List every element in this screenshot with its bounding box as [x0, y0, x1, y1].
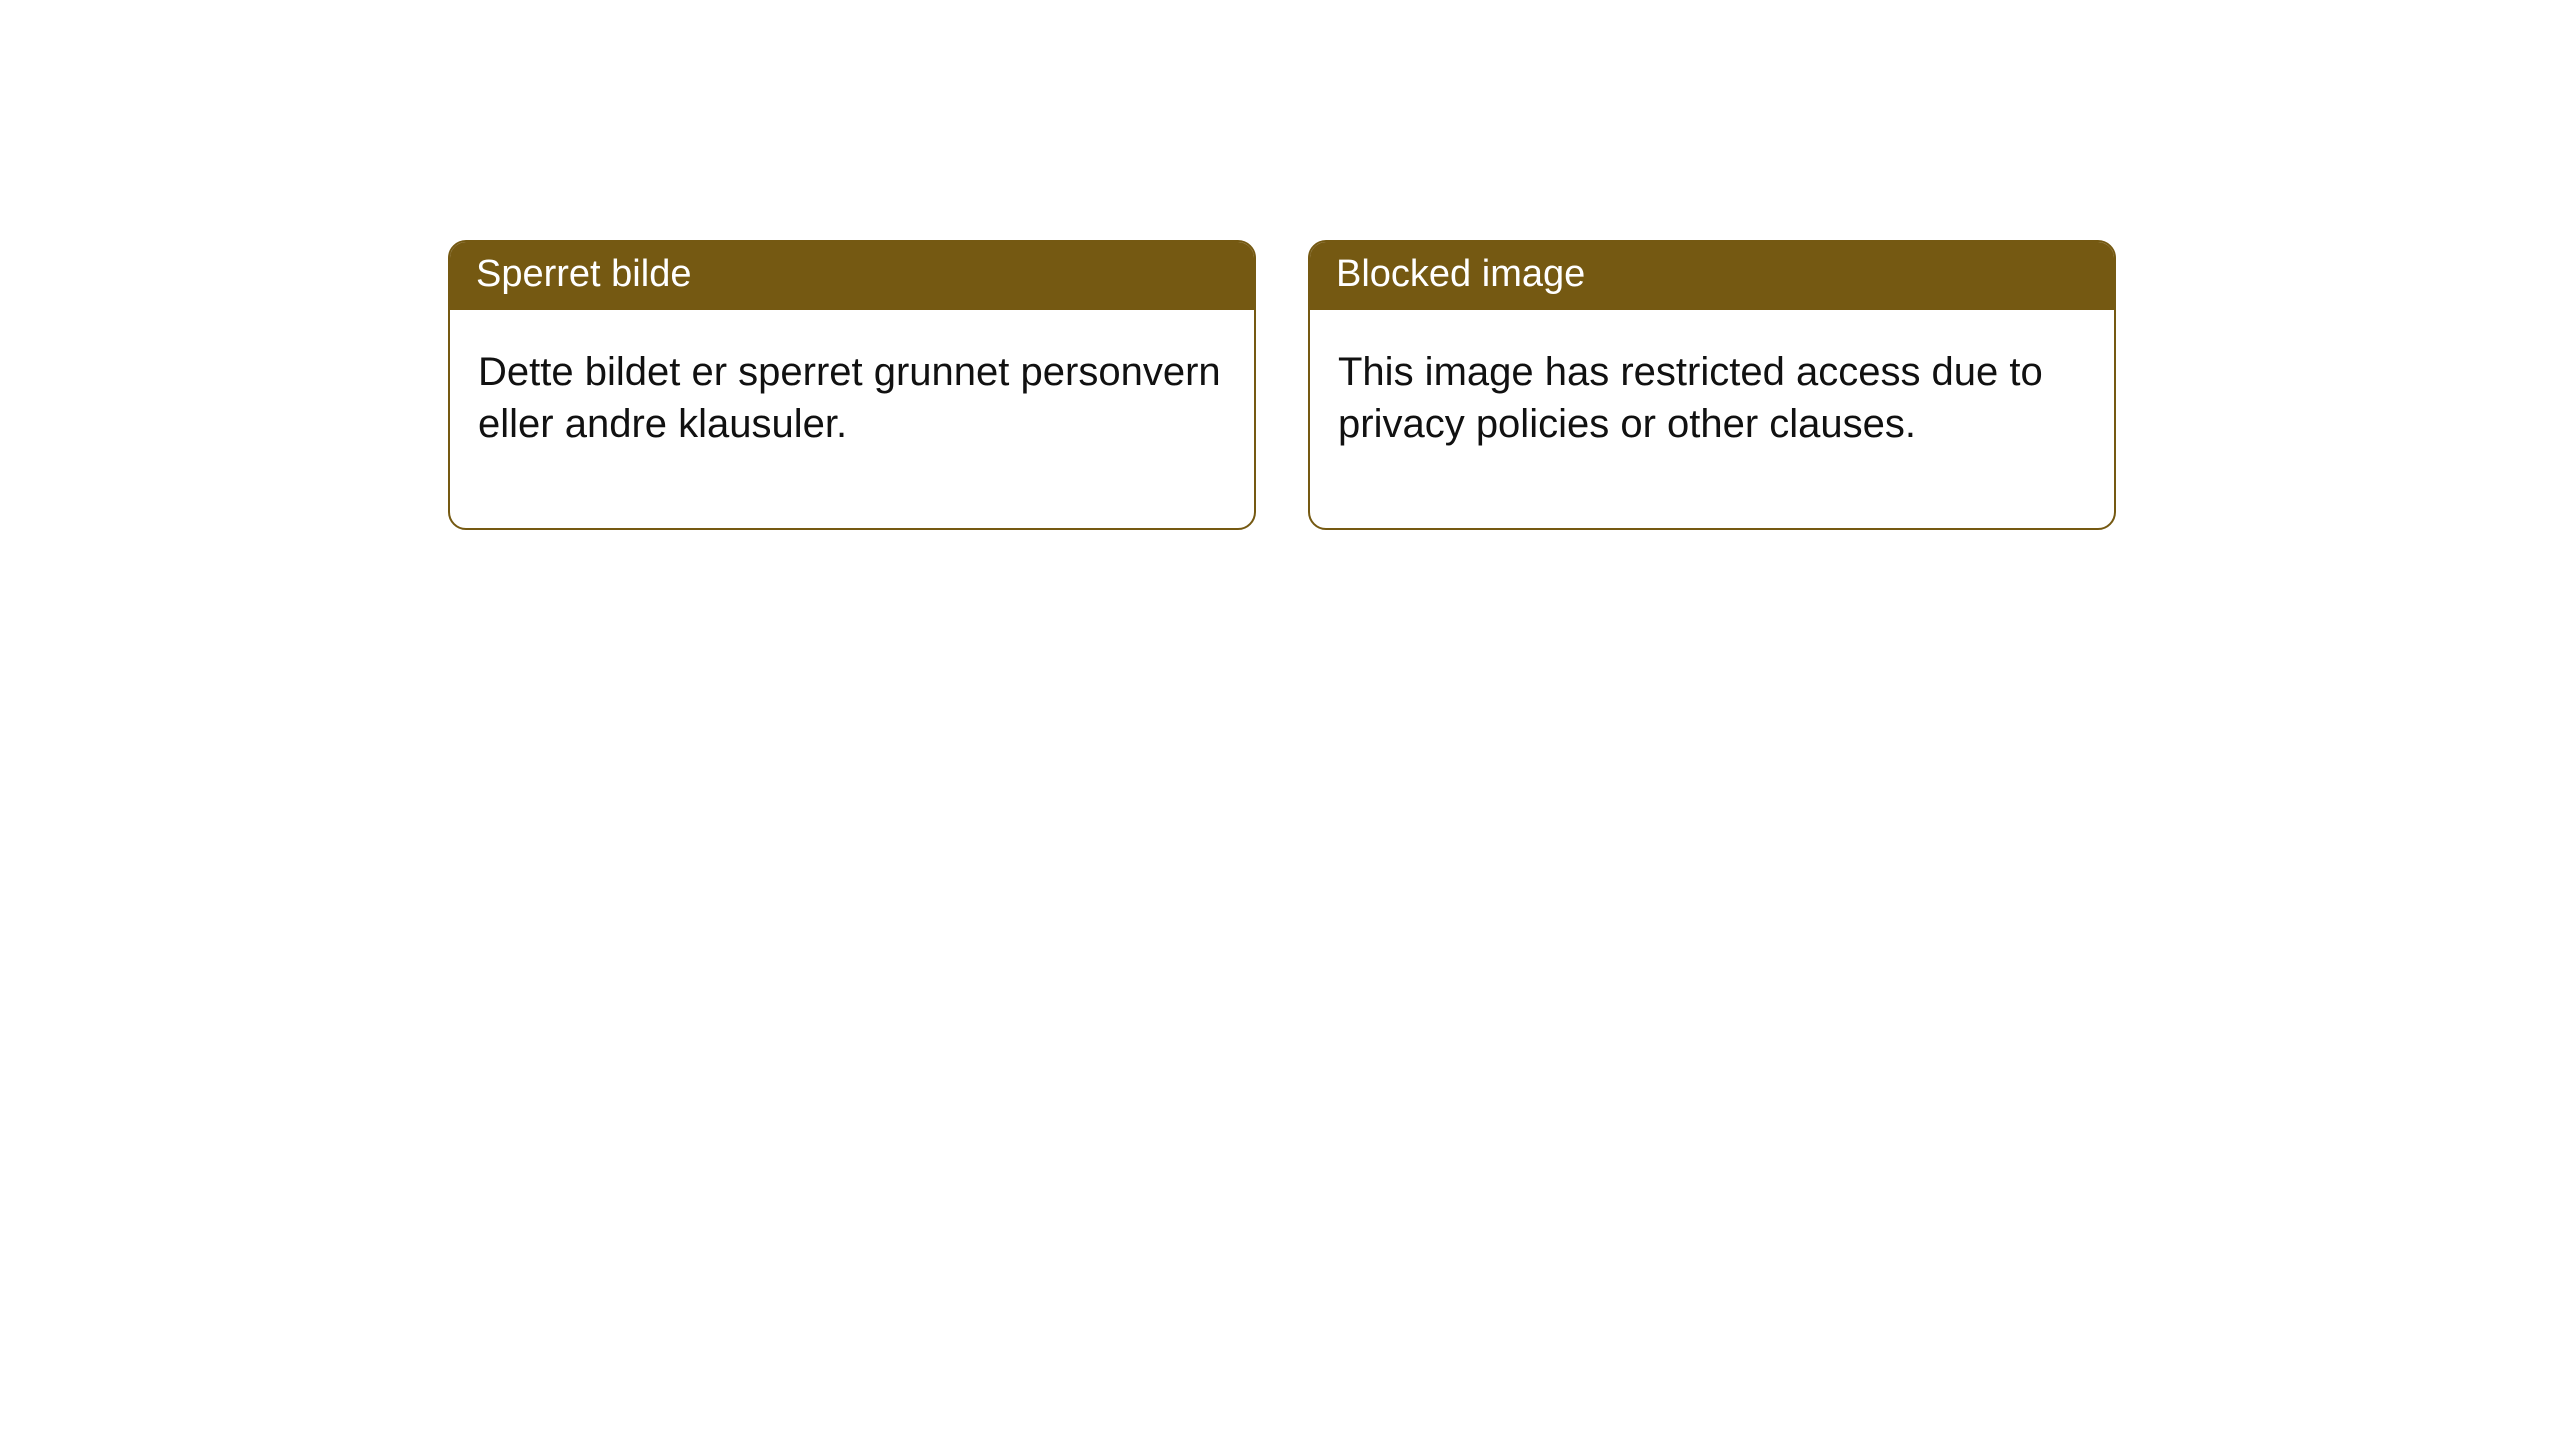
notice-card-norwegian: Sperret bilde Dette bildet er sperret gr…	[448, 240, 1256, 530]
notice-body-norwegian: Dette bildet er sperret grunnet personve…	[450, 310, 1254, 528]
notice-card-english: Blocked image This image has restricted …	[1308, 240, 2116, 530]
notice-body-english: This image has restricted access due to …	[1310, 310, 2114, 528]
notice-container: Sperret bilde Dette bildet er sperret gr…	[448, 240, 2116, 530]
notice-header-norwegian: Sperret bilde	[450, 242, 1254, 310]
notice-header-english: Blocked image	[1310, 242, 2114, 310]
